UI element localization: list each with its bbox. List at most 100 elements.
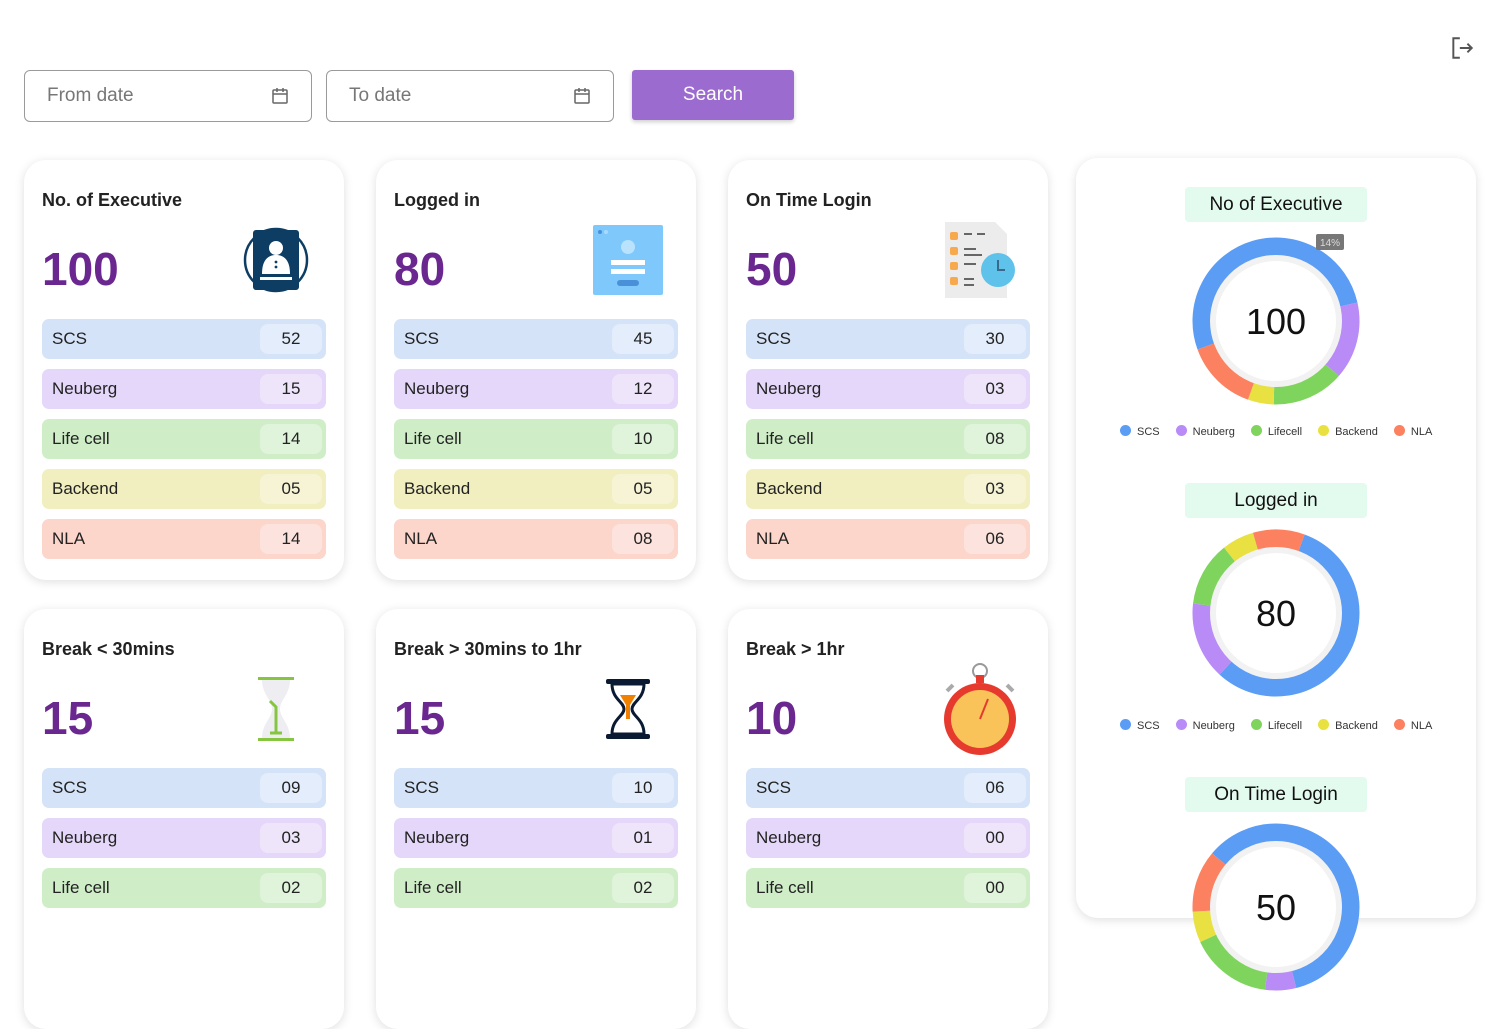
from-date-input[interactable]: From date — [24, 70, 312, 122]
legend-label: Backend — [1335, 720, 1378, 732]
card-title: Break > 1hr — [746, 639, 845, 659]
legend-dot-icon — [1175, 425, 1187, 436]
donut-slice-nla[interactable] — [1197, 342, 1255, 400]
donut-slice-nla[interactable] — [1252, 529, 1305, 553]
donut-slice-neuberg[interactable] — [1192, 603, 1233, 675]
legend-item[interactable]: Lifecell — [1250, 425, 1303, 438]
donut-center-label: 80 — [1256, 593, 1296, 634]
legend-label: NLA — [1410, 720, 1433, 732]
tooltip-text: 14% — [1320, 238, 1340, 249]
stat-card: On Time Login 50 SCS 30 Neuberg 03 Life cell… — [728, 160, 1048, 580]
category-row: SCS 45 — [394, 319, 678, 359]
category-row: SCS 52 — [42, 319, 326, 359]
row-label: Backend — [52, 479, 119, 498]
legend-item[interactable]: Neuberg — [1175, 425, 1235, 438]
logout-icon[interactable] — [1449, 35, 1475, 61]
category-row: Neuberg 15 — [42, 369, 326, 409]
legend-item[interactable]: NLA — [1393, 719, 1433, 732]
category-row: NLA 08 — [394, 519, 678, 559]
category-row: Backend 05 — [42, 469, 326, 509]
legend-item[interactable]: Lifecell — [1250, 719, 1303, 732]
search-button[interactable]: Search — [632, 70, 794, 120]
stat-card: Break > 30mins to 1hr 15 SCS 10 Neuberg 01 L… — [376, 609, 696, 1029]
card-total: 15 — [42, 692, 94, 744]
row-value: 06 — [964, 773, 1026, 803]
donut-slice-lifecell[interactable] — [1273, 363, 1339, 405]
row-value: 10 — [612, 773, 674, 803]
card-total: 10 — [746, 692, 798, 744]
row-label: Life cell — [52, 878, 110, 897]
category-row: Backend 03 — [746, 469, 1030, 509]
category-row: SCS 30 — [746, 319, 1030, 359]
category-row: Neuberg 01 — [394, 818, 678, 858]
legend-label: NLA — [1410, 426, 1433, 438]
legend-dot-icon — [1318, 425, 1330, 436]
legend-dot-icon — [1175, 719, 1187, 730]
row-value: 14 — [260, 524, 322, 554]
donut-slice-backend[interactable] — [1224, 532, 1259, 563]
row-value: 05 — [612, 474, 674, 504]
stopwatch-icon — [942, 661, 1018, 757]
row-label: Backend — [756, 479, 823, 498]
row-label: Neuberg — [404, 379, 470, 398]
stat-card: Logged in 80 SCS 45 Neuberg 12 Life cell 10 Ba… — [376, 160, 696, 580]
calendar-icon[interactable] — [573, 87, 591, 105]
legend-label: Neuberg — [1192, 720, 1235, 732]
legend-item[interactable]: NLA — [1393, 425, 1433, 438]
executive-badge-icon — [238, 222, 314, 298]
calendar-icon[interactable] — [271, 87, 289, 105]
row-label: Life cell — [756, 878, 814, 897]
donut-slice-scs[interactable] — [1192, 237, 1358, 350]
executive-donut-chart: 100 14% — [1192, 234, 1360, 405]
legend-item[interactable]: Neuberg — [1175, 719, 1235, 732]
legend-label: Lifecell — [1267, 426, 1303, 438]
row-value: 15 — [260, 374, 322, 404]
category-row: Backend 05 — [394, 469, 678, 509]
card-title: On Time Login — [746, 190, 872, 210]
category-row: Life cell 14 — [42, 419, 326, 459]
card-total: 50 — [746, 243, 798, 295]
row-value: 01 — [612, 823, 674, 853]
legend-item[interactable]: SCS — [1120, 425, 1160, 438]
legend-item[interactable]: Backend — [1318, 425, 1378, 438]
row-value: 03 — [964, 374, 1026, 404]
donut-slice-backend[interactable] — [1192, 910, 1218, 943]
row-value: 52 — [260, 324, 322, 354]
donut-slice-lifecell[interactable] — [1193, 547, 1237, 607]
row-value: 08 — [964, 424, 1026, 454]
donut-slice-backend[interactable] — [1247, 381, 1275, 405]
card-title: Break < 30mins — [42, 639, 175, 659]
row-label: Life cell — [756, 429, 814, 448]
card-total: 100 — [42, 243, 119, 295]
on-time-login-donut-chart: 50 — [1192, 823, 1360, 991]
donut-center-label: 100 — [1246, 301, 1306, 342]
card-title: Break > 30mins to 1hr — [394, 639, 582, 659]
to-date-input[interactable]: To date — [326, 70, 614, 122]
donut-slice-neuberg[interactable] — [1324, 302, 1360, 376]
donut-slice-scs[interactable] — [1219, 534, 1360, 697]
hourglass-dark-icon — [590, 671, 666, 747]
category-row: Life cell 02 — [42, 868, 326, 908]
row-label: SCS — [756, 329, 791, 348]
row-value: 06 — [964, 524, 1026, 554]
stat-card: No. of Executive 100 SCS 52 Neuberg 15 Life … — [24, 160, 344, 580]
row-label: Backend — [404, 479, 471, 498]
legend-dot-icon — [1250, 719, 1262, 730]
row-value: 02 — [260, 873, 322, 903]
legend-label: Neuberg — [1192, 426, 1235, 438]
legend-item[interactable]: SCS — [1120, 719, 1160, 732]
donut-slice-neuberg[interactable] — [1264, 969, 1297, 991]
category-row: Neuberg 03 — [746, 369, 1030, 409]
donut-tooltip: 14% — [1316, 234, 1344, 250]
from-date-placeholder: From date — [47, 85, 134, 106]
stat-card: Break > 1hr 10 SCS 06 Neuberg 00 Life cell 00 — [728, 609, 1048, 1029]
category-row: Life cell 08 — [746, 419, 1030, 459]
legend-item[interactable]: Backend — [1318, 719, 1378, 732]
legend-dot-icon — [1393, 719, 1405, 730]
chart-title: Logged in — [1185, 483, 1367, 518]
stat-card: Break < 30mins 15 SCS 09 Neuberg 03 Life cel… — [24, 609, 344, 1029]
legend-dot-icon — [1393, 425, 1405, 436]
legend-label: Lifecell — [1267, 720, 1303, 732]
category-row: Neuberg 00 — [746, 818, 1030, 858]
row-value: 09 — [260, 773, 322, 803]
